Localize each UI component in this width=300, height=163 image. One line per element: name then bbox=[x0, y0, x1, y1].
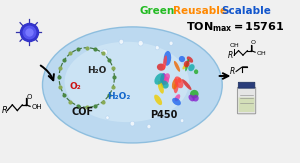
Ellipse shape bbox=[175, 94, 180, 101]
Ellipse shape bbox=[188, 64, 195, 71]
Ellipse shape bbox=[160, 80, 169, 89]
FancyBboxPatch shape bbox=[26, 35, 32, 39]
Circle shape bbox=[130, 121, 135, 126]
Text: Reusable: Reusable bbox=[173, 6, 227, 15]
FancyBboxPatch shape bbox=[238, 97, 255, 112]
Ellipse shape bbox=[182, 63, 188, 69]
Text: O: O bbox=[26, 94, 32, 100]
Circle shape bbox=[138, 41, 143, 46]
Ellipse shape bbox=[164, 51, 171, 66]
FancyBboxPatch shape bbox=[237, 87, 256, 114]
Circle shape bbox=[155, 46, 159, 50]
Text: O₂: O₂ bbox=[70, 82, 82, 91]
Ellipse shape bbox=[43, 27, 222, 143]
Ellipse shape bbox=[174, 61, 180, 72]
Text: O: O bbox=[251, 40, 256, 45]
Ellipse shape bbox=[172, 78, 178, 89]
Ellipse shape bbox=[187, 56, 193, 63]
Ellipse shape bbox=[163, 55, 167, 70]
Circle shape bbox=[147, 125, 151, 129]
Text: H₂O₂: H₂O₂ bbox=[107, 92, 130, 101]
Text: Green: Green bbox=[140, 6, 175, 15]
Ellipse shape bbox=[174, 76, 183, 88]
Ellipse shape bbox=[190, 90, 199, 98]
Ellipse shape bbox=[158, 81, 164, 94]
Circle shape bbox=[102, 49, 107, 55]
Text: $\mathbf{TON_{max}}$$\mathbf{=15761}$: $\mathbf{TON_{max}}$$\mathbf{=15761}$ bbox=[186, 20, 285, 34]
Ellipse shape bbox=[185, 59, 189, 71]
Ellipse shape bbox=[154, 95, 162, 105]
Ellipse shape bbox=[174, 82, 178, 93]
Text: P450: P450 bbox=[151, 110, 178, 120]
Ellipse shape bbox=[157, 64, 165, 71]
Ellipse shape bbox=[164, 73, 170, 81]
Ellipse shape bbox=[64, 42, 189, 122]
Text: COF: COF bbox=[71, 107, 94, 117]
Circle shape bbox=[119, 39, 124, 44]
Text: Scalable: Scalable bbox=[221, 6, 271, 15]
Ellipse shape bbox=[164, 77, 169, 85]
Text: R: R bbox=[227, 51, 233, 60]
Text: OH: OH bbox=[257, 51, 266, 56]
Ellipse shape bbox=[188, 95, 195, 101]
Ellipse shape bbox=[194, 69, 198, 74]
Ellipse shape bbox=[172, 98, 181, 105]
Ellipse shape bbox=[154, 73, 164, 85]
Circle shape bbox=[106, 116, 109, 119]
Ellipse shape bbox=[160, 73, 167, 86]
Text: R: R bbox=[2, 106, 8, 115]
Ellipse shape bbox=[182, 79, 191, 90]
Ellipse shape bbox=[192, 95, 199, 102]
Text: OH: OH bbox=[229, 43, 239, 48]
Text: R: R bbox=[230, 67, 235, 76]
Circle shape bbox=[169, 41, 173, 45]
Ellipse shape bbox=[184, 61, 190, 67]
Ellipse shape bbox=[178, 78, 182, 83]
Text: OH: OH bbox=[32, 104, 43, 110]
Ellipse shape bbox=[179, 56, 185, 62]
FancyBboxPatch shape bbox=[238, 82, 255, 88]
Circle shape bbox=[181, 119, 184, 122]
Text: H₂O: H₂O bbox=[87, 66, 106, 74]
